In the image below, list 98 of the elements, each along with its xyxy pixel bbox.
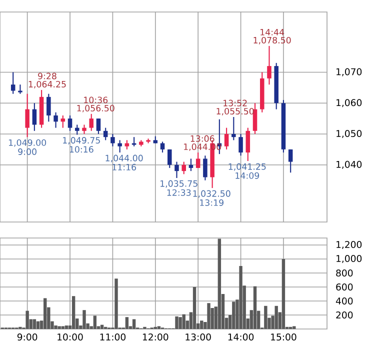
y-tick-label: 1,050 (336, 130, 362, 138)
y-tick-label: 600 (336, 283, 353, 291)
bar (178, 317, 182, 329)
bar (182, 314, 186, 329)
annotation: 1,064.25 (28, 80, 66, 88)
y-tick-label: 1,070 (336, 68, 362, 76)
annotation: 1,035.75 (160, 180, 198, 188)
annotation: 1,044.00 (106, 154, 143, 162)
bar (282, 259, 286, 329)
bar (64, 326, 68, 329)
annotation: 1,056.50 (77, 104, 114, 112)
candlestick (246, 127, 250, 162)
x-tick-label: 10:00 (58, 333, 83, 341)
annotation: 9:28 (38, 72, 56, 80)
candlestick (132, 136, 136, 147)
bar (54, 326, 58, 329)
annotation: 1,049.00 (8, 139, 46, 147)
candlestick (103, 127, 108, 141)
candlestick (196, 152, 200, 168)
annotation: 13:52 (224, 100, 247, 106)
candlestick (89, 113, 94, 132)
bar (232, 302, 236, 329)
bar (58, 326, 61, 329)
annotation: 13:06 (190, 135, 214, 142)
candlestick (232, 116, 236, 141)
bar (292, 326, 296, 329)
bar (253, 286, 257, 329)
bar (218, 238, 222, 329)
x-tick-label: 14:00 (228, 333, 254, 341)
y-tick-label: 800 (336, 269, 353, 277)
candlestick (32, 102, 37, 132)
candlestick (68, 114, 72, 132)
bar (61, 326, 64, 329)
candlestick (238, 133, 243, 156)
bar (93, 316, 97, 329)
candlestick (188, 158, 194, 172)
y-tick-label: 1,040 (336, 160, 362, 169)
candlestick (203, 155, 208, 181)
candlestick (18, 84, 22, 94)
bar (72, 296, 76, 329)
candlestick (167, 148, 172, 168)
candlestick (54, 112, 58, 128)
bar (200, 320, 204, 329)
y-tick-label: 200 (336, 311, 353, 319)
bar (264, 306, 268, 329)
bar (125, 317, 129, 329)
candlestick (74, 124, 80, 136)
bar (157, 326, 161, 329)
annotation: 1,041.25 (228, 163, 266, 171)
y-tick-label: 1,060 (336, 99, 362, 108)
candlestick (160, 141, 165, 154)
bar (175, 316, 178, 329)
bar (192, 287, 196, 329)
bar (239, 266, 242, 329)
candlestick (174, 161, 179, 179)
x-tick-label: 11:00 (100, 333, 126, 341)
bar (44, 298, 47, 329)
bar (82, 310, 86, 329)
y-tick-label: 1,000 (336, 255, 362, 264)
candlestick (146, 138, 150, 144)
y-tick-label: 1,200 (336, 241, 362, 250)
annotation: 12:33 (167, 189, 191, 196)
bar (114, 278, 118, 329)
bar (36, 321, 40, 329)
candlestick (10, 72, 16, 94)
candlestick (46, 93, 51, 122)
annotation: 13:19 (200, 199, 224, 206)
y-tick-label: 400 (336, 297, 353, 305)
annotation: 11:16 (112, 164, 136, 170)
bar (132, 319, 136, 329)
candlestick (124, 140, 130, 150)
candlestick (60, 114, 66, 128)
candlestick (267, 45, 272, 86)
bar (274, 306, 278, 329)
candlestick (96, 118, 101, 135)
x-tick-label: 12:00 (142, 333, 168, 341)
bar (26, 310, 29, 329)
candlestick (252, 102, 258, 135)
x-tick-label: 13:00 (186, 333, 211, 341)
candlestick (25, 93, 30, 138)
candlestick (82, 124, 86, 135)
candlestick (118, 140, 122, 154)
candlestick (182, 161, 186, 175)
x-tick-label: 15:00 (271, 333, 296, 341)
candlestick (224, 127, 229, 150)
x-tick-label: 9:00 (17, 333, 38, 341)
annotation: 10:36 (84, 96, 108, 104)
bar (207, 303, 210, 329)
annotation: 14:09 (236, 172, 260, 179)
bar (32, 319, 36, 329)
candlestick (110, 133, 115, 147)
annotation: 14:44 (260, 28, 284, 36)
annotation: 9:00 (18, 148, 36, 155)
candlestick (288, 148, 293, 174)
annotation: 10:16 (70, 146, 94, 153)
annotation: 1,078.50 (254, 36, 291, 44)
annotation: 1,032.50 (193, 190, 230, 198)
annotation: 1,049.75 (63, 137, 100, 144)
